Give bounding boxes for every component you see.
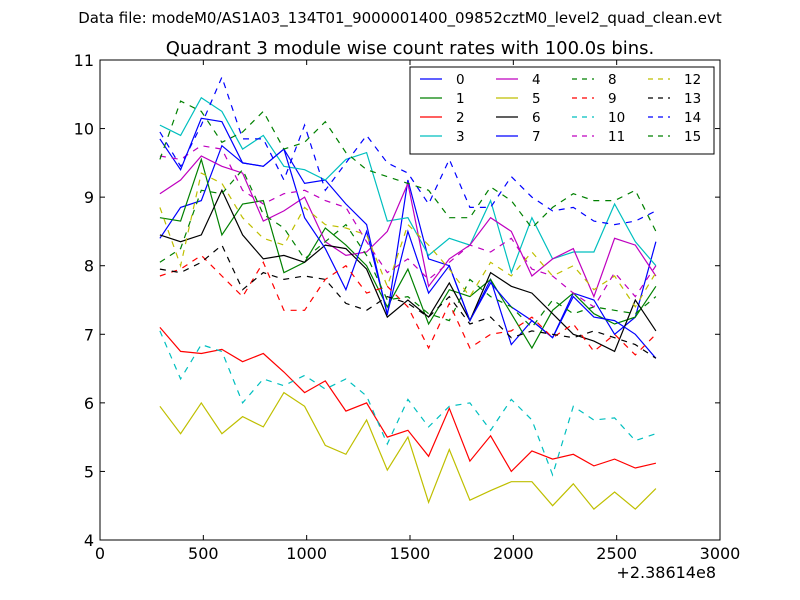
legend-box bbox=[409, 66, 715, 155]
series-line-7 bbox=[159, 117, 657, 359]
legend-label-12: 12 bbox=[684, 72, 701, 88]
legend-label-5: 5 bbox=[532, 91, 541, 107]
chart-title: Quadrant 3 module wise count rates with … bbox=[166, 38, 655, 59]
series-line-2 bbox=[159, 327, 657, 473]
legend-label-10: 10 bbox=[608, 110, 625, 126]
y-tick-label: 5 bbox=[84, 462, 94, 481]
legend-label-7: 7 bbox=[532, 129, 541, 145]
legend-label-14: 14 bbox=[684, 110, 701, 126]
series-line-6 bbox=[159, 188, 657, 353]
series-line-9 bbox=[159, 254, 657, 356]
legend-label-2: 2 bbox=[456, 110, 465, 126]
series-line-13 bbox=[159, 244, 657, 359]
series-line-8 bbox=[159, 168, 657, 329]
legend-label-3: 3 bbox=[456, 129, 465, 145]
y-tick-label: 7 bbox=[84, 325, 94, 344]
y-tick-label: 10 bbox=[74, 120, 94, 139]
series-line-3 bbox=[159, 96, 657, 275]
x-tick-label: 1500 bbox=[390, 544, 431, 563]
x-tick-label: 2000 bbox=[493, 544, 534, 563]
legend-label-11: 11 bbox=[608, 129, 625, 145]
x-tick-label: 3000 bbox=[700, 544, 741, 563]
chart-supertitle: Data file: modeM0/AS1A03_134T01_90000014… bbox=[78, 9, 722, 28]
y-tick-label: 11 bbox=[74, 51, 94, 70]
x-tick-label: 500 bbox=[188, 544, 219, 563]
legend-label-13: 13 bbox=[684, 91, 701, 107]
legend-label-4: 4 bbox=[532, 72, 541, 88]
legend-label-15: 15 bbox=[684, 129, 701, 145]
series-line-12 bbox=[159, 172, 657, 309]
series-line-14 bbox=[159, 75, 657, 226]
x-tick-label: 1000 bbox=[286, 544, 327, 563]
x-tick-label: 0 bbox=[95, 544, 105, 563]
x-tick-label: 2500 bbox=[596, 544, 637, 563]
y-tick-label: 6 bbox=[84, 394, 94, 413]
legend-label-6: 6 bbox=[532, 110, 541, 126]
legend-label-0: 0 bbox=[456, 72, 465, 88]
series-layer bbox=[159, 75, 657, 510]
legend-label-9: 9 bbox=[608, 91, 617, 107]
y-tick-label: 4 bbox=[84, 531, 94, 550]
y-tick-label: 9 bbox=[84, 188, 94, 207]
series-line-10 bbox=[159, 330, 657, 477]
series-line-11 bbox=[159, 145, 657, 308]
legend-label-1: 1 bbox=[456, 91, 465, 107]
legend-label-8: 8 bbox=[608, 72, 617, 88]
series-line-15 bbox=[159, 100, 657, 232]
y-tick-label: 8 bbox=[84, 257, 94, 276]
x-offset-label: +2.38614e8 bbox=[616, 563, 716, 582]
series-line-5 bbox=[159, 391, 657, 510]
